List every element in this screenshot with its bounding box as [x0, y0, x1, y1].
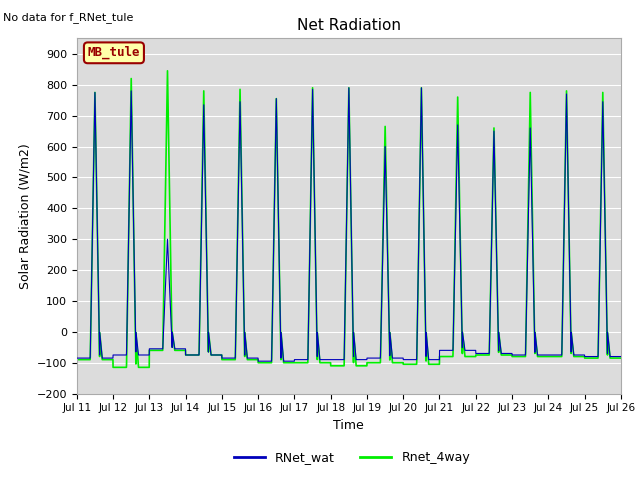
Rnet_4way [164, 68, 172, 74]
Rnet_4way [471, 354, 479, 360]
RNet_wat [617, 354, 625, 360]
Rnet_4way [441, 354, 449, 360]
RNet_wat [254, 358, 262, 364]
Y-axis label: Solar Radiation (W/m2): Solar Radiation (W/m2) [18, 143, 31, 289]
RNet_wat [616, 354, 624, 360]
Rnet_4way [502, 352, 509, 358]
RNet_wat [471, 348, 479, 353]
RNet_wat [345, 85, 353, 91]
Rnet_4way [73, 357, 81, 362]
Rnet_4way [617, 355, 625, 361]
Title: Net Radiation: Net Radiation [297, 18, 401, 33]
RNet_wat [73, 355, 81, 361]
RNet_wat [441, 348, 449, 353]
Text: No data for f_RNet_tule: No data for f_RNet_tule [3, 12, 134, 23]
RNet_wat [329, 357, 337, 362]
Rnet_4way [616, 355, 624, 361]
Line: Rnet_4way: Rnet_4way [77, 71, 621, 367]
Line: RNet_wat: RNet_wat [77, 88, 621, 361]
Rnet_4way [109, 364, 117, 370]
Rnet_4way [171, 348, 179, 353]
Text: MB_tule: MB_tule [88, 46, 140, 60]
X-axis label: Time: Time [333, 419, 364, 432]
Legend: RNet_wat, Rnet_4way: RNet_wat, Rnet_4way [229, 446, 475, 469]
RNet_wat [502, 350, 509, 356]
RNet_wat [171, 345, 179, 350]
Rnet_4way [329, 363, 337, 369]
